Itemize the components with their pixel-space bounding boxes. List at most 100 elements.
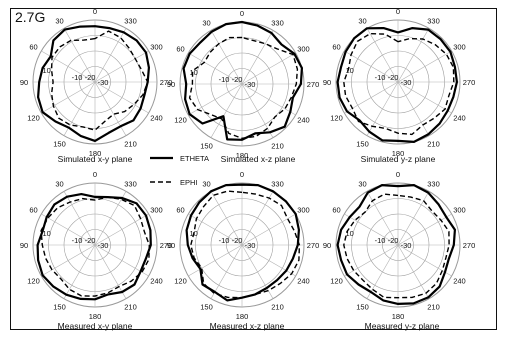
angle-tick-label: 90 xyxy=(167,80,175,89)
radial-tick-label: -30 xyxy=(401,78,412,87)
radial-tick-label: 10 xyxy=(345,229,353,238)
grid-spoke xyxy=(188,244,243,277)
grid-spoke xyxy=(63,244,96,299)
angle-tick-label: 210 xyxy=(427,302,440,311)
figure-frame xyxy=(10,8,497,330)
angle-tick-label: 270 xyxy=(160,78,173,87)
angle-tick-label: 90 xyxy=(323,241,331,250)
angle-tick-label: 150 xyxy=(53,139,66,148)
angle-tick-label: 120 xyxy=(174,116,187,125)
series-ephi-trace xyxy=(188,36,299,139)
grid-spoke xyxy=(241,83,274,138)
angle-tick-label: 60 xyxy=(176,206,184,215)
angle-tick-label: 330 xyxy=(271,180,284,189)
angle-tick-label: 30 xyxy=(358,180,366,189)
radial-tick-label: 10 xyxy=(189,68,197,77)
angle-tick-label: 0 xyxy=(93,170,97,179)
grid-spoke xyxy=(397,213,452,246)
radial-tick-label: -30 xyxy=(401,241,412,250)
grid-spoke xyxy=(344,213,399,246)
grid-spoke xyxy=(397,244,430,299)
grid-spoke xyxy=(366,244,399,299)
radial-tick-label: -20 xyxy=(388,236,399,245)
angle-tick-label: 270 xyxy=(307,241,320,250)
angle-tick-label: 210 xyxy=(271,141,284,150)
grid-spoke xyxy=(94,50,149,83)
angle-tick-label: 150 xyxy=(53,302,66,311)
radial-tick-label: -10 xyxy=(219,236,230,245)
angle-tick-label: 90 xyxy=(323,78,331,87)
angle-tick-label: 30 xyxy=(55,180,63,189)
angle-tick-label: 330 xyxy=(124,180,137,189)
angle-tick-label: 300 xyxy=(150,43,163,52)
angle-tick-label: 210 xyxy=(124,302,137,311)
grid-spoke xyxy=(94,213,149,246)
angle-tick-label: 240 xyxy=(297,116,310,125)
angle-tick-label: 270 xyxy=(463,78,476,87)
angle-tick-label: 0 xyxy=(396,170,400,179)
angle-tick-label: 90 xyxy=(20,78,28,87)
radial-tick-label: -20 xyxy=(232,75,243,84)
grid-spoke xyxy=(210,30,243,85)
series-ephi-trace xyxy=(343,193,450,299)
radial-tick-label: -30 xyxy=(98,241,109,250)
angle-tick-label: 60 xyxy=(176,45,184,54)
angle-tick-label: 30 xyxy=(358,17,366,26)
angle-tick-label: 180 xyxy=(89,312,102,321)
grid-spoke xyxy=(188,52,243,85)
angle-tick-label: 120 xyxy=(27,114,40,123)
radial-tick-label: -10 xyxy=(219,75,230,84)
grid-spoke xyxy=(241,244,274,299)
angle-tick-label: 30 xyxy=(55,17,63,26)
grid-spoke xyxy=(188,83,243,116)
angle-tick-label: 180 xyxy=(89,149,102,158)
radial-tick-label: -10 xyxy=(375,236,386,245)
angle-tick-label: 300 xyxy=(150,206,163,215)
angle-tick-label: 150 xyxy=(356,302,369,311)
series-etheta-trace xyxy=(336,27,458,143)
angle-tick-label: 120 xyxy=(27,277,40,286)
series-ephi-trace xyxy=(190,190,301,299)
grid-spoke xyxy=(94,28,127,83)
series-etheta-trace xyxy=(336,184,456,305)
plot-title: Measured y-z plane xyxy=(365,321,440,331)
grid-spoke xyxy=(41,81,96,114)
grid-spoke xyxy=(397,81,430,136)
series-ephi-trace xyxy=(343,33,455,136)
grid-spoke xyxy=(241,83,296,116)
grid-spoke xyxy=(344,244,399,277)
angle-tick-label: 180 xyxy=(392,312,405,321)
angle-tick-label: 240 xyxy=(453,114,466,123)
angle-tick-label: 60 xyxy=(332,43,340,52)
grid-spoke xyxy=(63,191,96,246)
angle-tick-label: 240 xyxy=(453,277,466,286)
angle-tick-label: 30 xyxy=(202,180,210,189)
angle-tick-label: 270 xyxy=(463,241,476,250)
angle-tick-label: 0 xyxy=(93,7,97,16)
plot-title: Measured x-z plane xyxy=(210,321,285,331)
angle-tick-label: 120 xyxy=(330,277,343,286)
angle-tick-label: 90 xyxy=(20,241,28,250)
grid-spoke xyxy=(63,28,96,83)
angle-tick-label: 60 xyxy=(29,206,37,215)
angle-tick-label: 300 xyxy=(453,43,466,52)
grid-spoke xyxy=(344,81,399,114)
radial-tick-label: -30 xyxy=(245,241,256,250)
grid-spoke xyxy=(94,191,127,246)
radial-tick-label: -10 xyxy=(72,236,83,245)
angle-tick-label: 0 xyxy=(240,9,244,18)
angle-tick-label: 270 xyxy=(307,80,320,89)
plot-title: Simulated x-z plane xyxy=(221,154,296,164)
angle-tick-label: 330 xyxy=(427,180,440,189)
angle-tick-label: 210 xyxy=(271,302,284,311)
angle-tick-label: 300 xyxy=(297,45,310,54)
frequency-label: 2.7G xyxy=(15,9,46,25)
radial-tick-label: -30 xyxy=(245,80,256,89)
grid-spoke xyxy=(210,244,243,299)
angle-tick-label: 300 xyxy=(297,206,310,215)
angle-tick-label: 330 xyxy=(271,19,284,28)
grid-spoke xyxy=(41,213,96,246)
angle-tick-label: 120 xyxy=(174,277,187,286)
